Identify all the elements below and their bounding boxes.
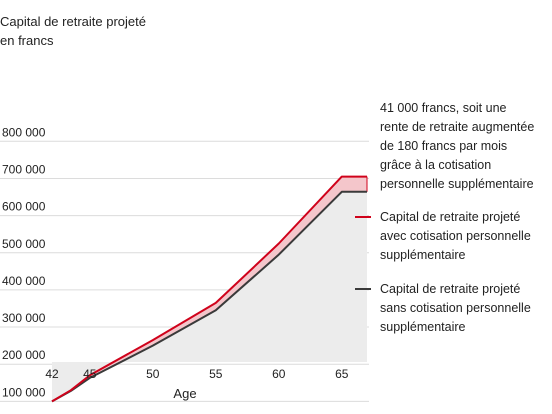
legend-label-without-0: Capital de retraite projeté [380,282,520,296]
annotation-line-4: personnelle supplémentaire [380,177,534,191]
y-tick-label-1: 200 000 [2,348,46,362]
x-tick-label-3: 55 [209,367,223,381]
area-layer [52,176,368,402]
y-tick-label-0: 100 000 [2,385,46,399]
x-tick-label-5: 65 [335,367,349,381]
legend: Capital de retraite projeté avec cotisati… [355,210,531,334]
legend-label-without-1: sans cotisation personnelle [380,301,531,315]
x-tick-label-4: 60 [272,367,286,381]
x-axis-title: Age [173,386,196,401]
annotation-line-0: 41 000 francs, soit une [380,101,507,115]
annotation-line-1: rente de retraite augmentée [380,120,534,134]
series-lines [51,175,367,403]
chart-title-line-2: en francs [0,33,54,48]
y-tick-label-5: 600 000 [2,200,46,214]
y-tick-label-4: 500 000 [2,237,46,251]
annotation-line-2: de 180 francs par mois [380,139,507,153]
chart-title-line-1: Capital de retraite projeté [0,14,146,29]
annotation-line-3: grâce à la cotisation [380,158,491,172]
x-tick-label-0: 42 [45,367,59,381]
legend-label-with-0: Capital de retraite projeté [380,210,520,224]
difference-annotation: 41 000 francs, soit une rente de retraite… [380,101,534,191]
y-tick-label-2: 300 000 [2,311,46,325]
y-tick-label-7: 800 000 [2,125,46,139]
y-axis-ticks: 100 000 200 000 300 000 400 000 500 000 600 0… [2,125,46,399]
x-axis-ticks: 42 45 50 55 60 65 [45,367,348,381]
area-without [52,191,367,402]
series-line-with [51,175,367,403]
legend-label-with-2: supplémentaire [380,248,466,262]
y-tick-label-3: 400 000 [2,274,46,288]
x-tick-label-2: 50 [146,367,160,381]
legend-label-without-2: supplémentaire [380,320,466,334]
legend-label-with-1: avec cotisation personnelle [380,229,531,243]
y-tick-label-6: 700 000 [2,162,46,176]
chart-title: Capital de retraite projeté en francs [0,14,146,48]
x-tick-label-1: 45 [83,367,97,381]
